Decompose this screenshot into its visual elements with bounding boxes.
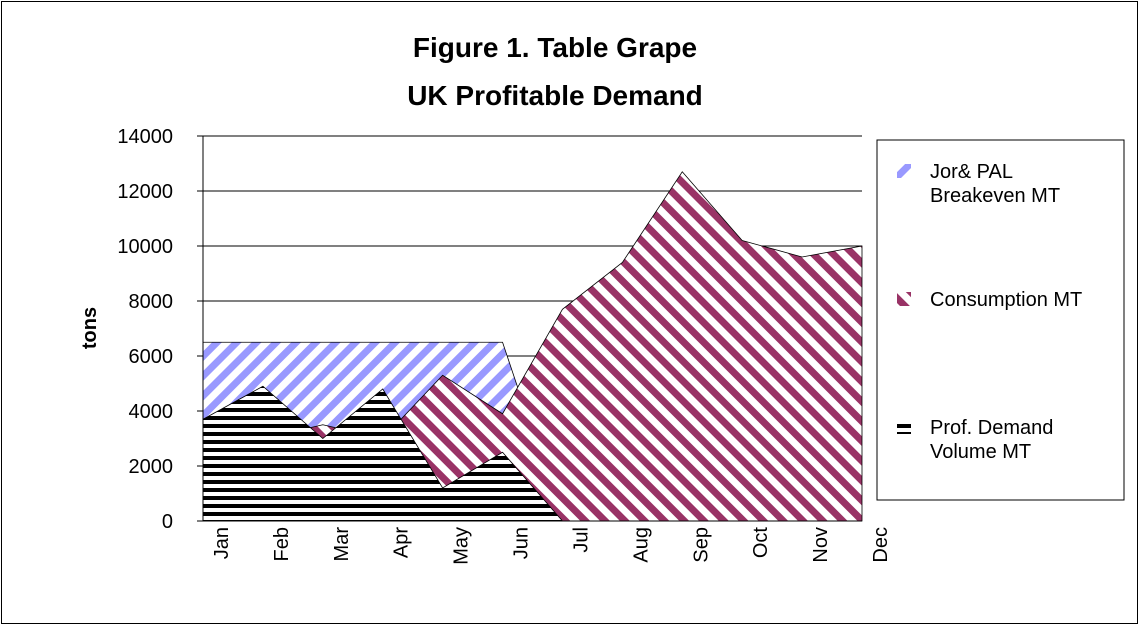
x-tick-label: Jan <box>211 527 233 559</box>
y-tick-label: 0 <box>162 511 173 533</box>
legend-swatch <box>897 164 911 178</box>
x-tick-label: May <box>451 527 473 565</box>
y-tick-label: 14000 <box>117 126 173 148</box>
y-axis-label: tons <box>79 307 101 349</box>
chart-title: UK Profitable Demand <box>407 80 703 111</box>
x-tick-label: Jul <box>570 527 592 553</box>
legend-swatch <box>897 420 911 434</box>
y-tick-label: 12000 <box>117 181 173 203</box>
x-tick-label: Aug <box>630 527 652 563</box>
legend-label: Prof. Demand Volume MT <box>930 417 1054 463</box>
x-tick-label: Jun <box>511 527 533 559</box>
y-tick-label: 6000 <box>129 346 174 368</box>
x-tick-label: Sep <box>690 527 712 563</box>
legend-label: Consumption MT <box>930 289 1083 311</box>
y-tick-label: 4000 <box>129 401 174 423</box>
y-tick-label: 2000 <box>129 456 174 478</box>
chart-title: Figure 1. Table Grape <box>413 32 697 63</box>
y-tick-label: 10000 <box>117 236 173 258</box>
x-tick-label: Nov <box>810 527 832 563</box>
legend-label: Jor& PAL Breakeven MT <box>930 161 1061 207</box>
x-tick-label: Apr <box>391 527 413 558</box>
x-tick-label: Mar <box>331 527 353 562</box>
legend-swatch <box>897 292 911 306</box>
y-tick-label: 8000 <box>129 291 174 313</box>
x-tick-label: Feb <box>271 527 293 561</box>
legend-box <box>876 139 1125 501</box>
x-tick-label: Dec <box>870 527 892 563</box>
x-tick-label: Oct <box>750 527 772 559</box>
